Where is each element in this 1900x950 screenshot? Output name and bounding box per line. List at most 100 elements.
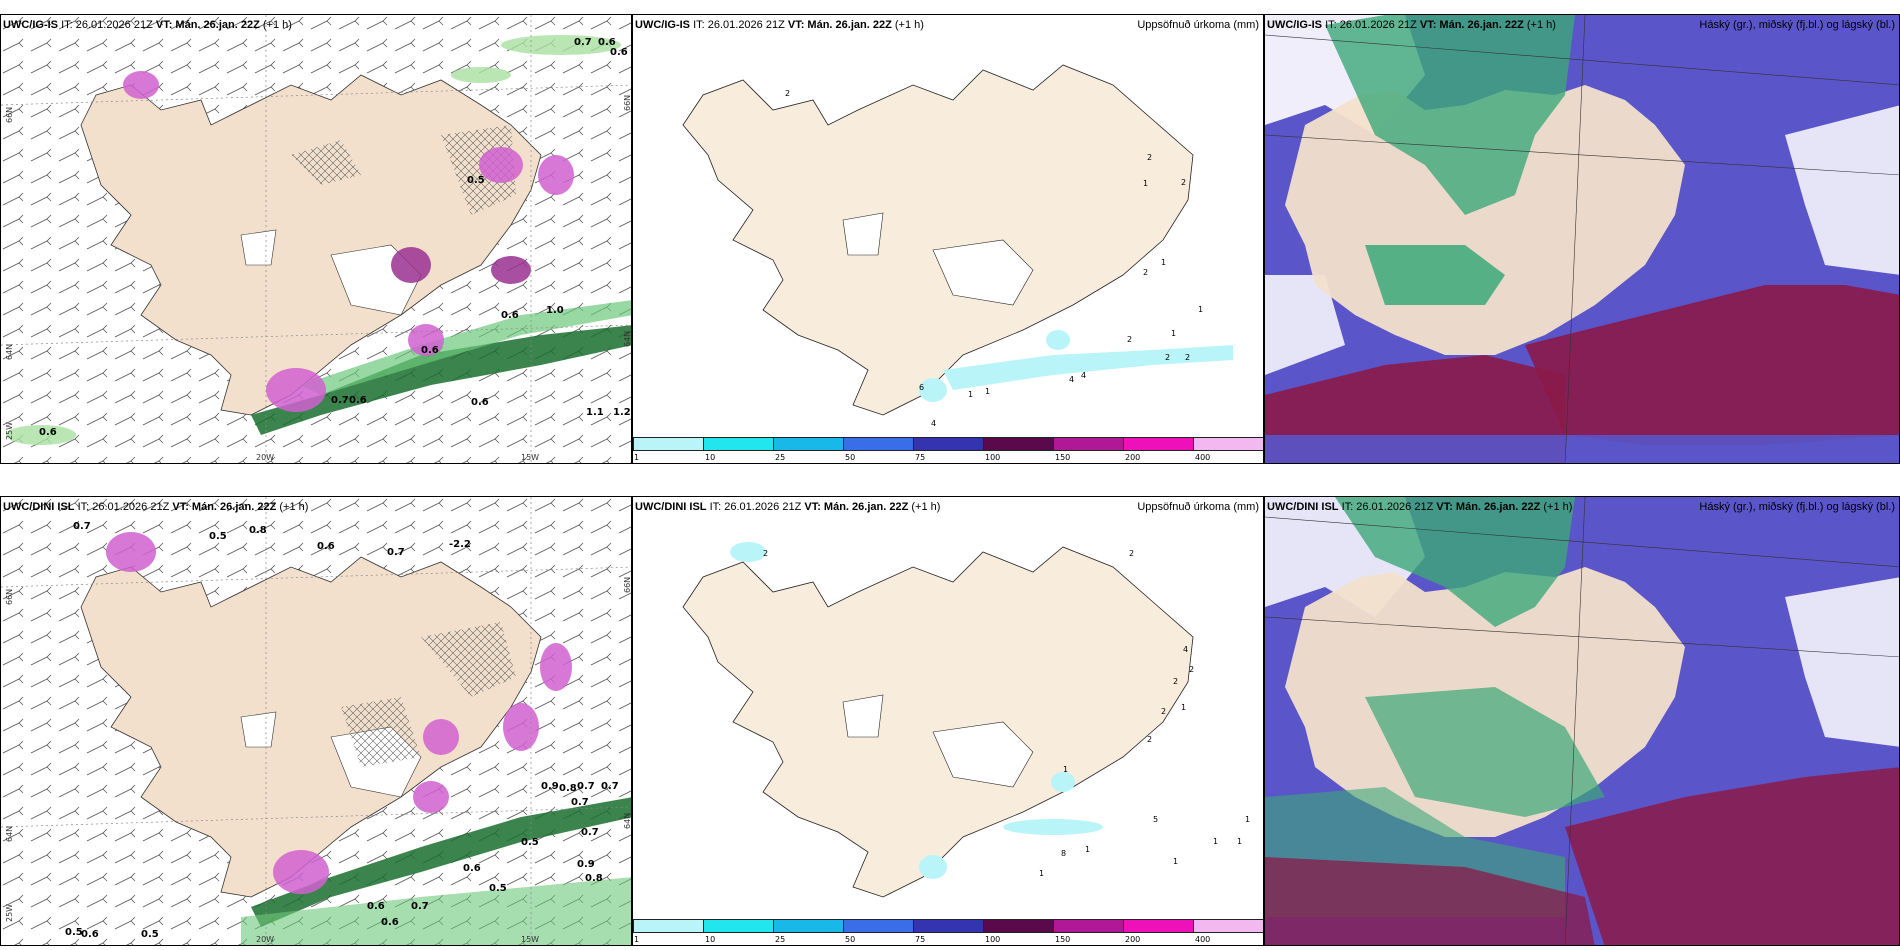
colorbar: 1 10 25 50 75 100 150 200 400: [633, 917, 1263, 945]
colorbar-tick: 25: [775, 935, 786, 944]
colorbar-tick: 100: [985, 453, 1001, 462]
colorbar-swatch: [773, 437, 844, 451]
wind-value: 0.9: [541, 781, 559, 792]
wind-value: 0.6: [471, 397, 489, 408]
colorbar-swatch: [843, 919, 914, 933]
lat-label: 64N: [623, 330, 632, 347]
wind-value: 0.5: [489, 883, 507, 894]
panel-subtitle: Háský (gr.), miðský (fj.bl.) og lágský (…: [1699, 19, 1895, 31]
colorbar-swatch: [1053, 919, 1124, 933]
precip-value: 2: [1129, 549, 1135, 558]
colorbar: 1 10 25 50 75 100 150 200 400: [633, 435, 1263, 463]
lon-label: 15W: [521, 453, 540, 462]
precip-value: 2: [1165, 353, 1171, 362]
precip-value: 1: [1181, 703, 1187, 712]
precip-value: 1: [1063, 765, 1069, 774]
colorbar-tick: 1: [634, 453, 640, 462]
precip-value: 2: [763, 549, 769, 558]
colorbar-swatch: [983, 437, 1054, 451]
colorbar-tick: 75: [915, 453, 926, 462]
precip-value: 1: [1173, 857, 1179, 866]
colorbar-tick: 50: [845, 453, 856, 462]
wind-value: 0.6: [501, 310, 519, 321]
colorbar-swatch: [1123, 919, 1194, 933]
colorbar-tick: 200: [1125, 453, 1141, 462]
precip-value: 6: [919, 383, 925, 392]
precip-map: [682, 542, 1194, 898]
precip-value: 2: [1189, 665, 1195, 674]
panel-title: UWC/DINI ISL IT: 26.01.2026 21Z VT: Mán.…: [635, 501, 941, 513]
cloud-map: [1265, 15, 1899, 463]
precip-value: 4: [1183, 645, 1189, 654]
colorbar-swatch: [1193, 919, 1263, 933]
wind-value: 0.7: [571, 797, 589, 808]
colorbar-tick: 50: [845, 935, 856, 944]
colorbar-swatch: [983, 919, 1054, 933]
colorbar-swatch: [913, 919, 984, 933]
colorbar-tick: 150: [1055, 453, 1071, 462]
wind-value: 0.5: [209, 531, 227, 542]
panel-top-cloud: UWC/IG-IS IT: 26.01.2026 21Z VT: Mán. 26…: [1264, 14, 1900, 464]
iceland-landmass: [80, 74, 542, 416]
panel-bottom-wind: UWC/DINI ISL IT: 26.01.2026 21Z VT: Mán.…: [0, 496, 632, 946]
precip-value: 4: [931, 419, 937, 428]
precip-value: 2: [1185, 353, 1191, 362]
colorbar-tick: 10: [705, 453, 716, 462]
panel-subtitle: Uppsöfnuð úrkoma (mm): [1137, 19, 1259, 31]
precip-value: 2: [1147, 153, 1153, 162]
lat-label: 66N: [623, 94, 632, 111]
wind-value: 0.6: [317, 541, 335, 552]
wind-value: 0.6: [610, 47, 628, 58]
lat-label: 64N: [623, 812, 632, 829]
precip-value: 2: [1143, 268, 1149, 277]
precip-value: 1: [1161, 258, 1167, 267]
panel-subtitle: Uppsöfnuð úrkoma (mm): [1137, 501, 1259, 513]
precip-value: 1: [1143, 179, 1149, 188]
precip-value: 1: [1039, 869, 1045, 878]
wind-value: 0.6: [598, 37, 616, 48]
colorbar-tick: 200: [1125, 935, 1141, 944]
precip-value: 2: [785, 89, 791, 98]
panel-bottom-cloud: UWC/DINI ISL IT: 26.01.2026 21Z VT: Mán.…: [1264, 496, 1900, 946]
wind-value: 0.6: [39, 427, 57, 438]
wind-value: 0.8: [249, 525, 267, 536]
colorbar-tick: 400: [1195, 453, 1211, 462]
wind-value: 0.7: [73, 521, 91, 532]
wind-value: 0.7: [581, 827, 599, 838]
wind-map: [1, 497, 631, 945]
precip-value: 8: [1061, 849, 1067, 858]
colorbar-swatch: [1053, 437, 1124, 451]
precip-value: 1: [1245, 815, 1251, 824]
colorbar-swatch: [843, 437, 914, 451]
precip-value: 1: [985, 387, 991, 396]
wind-value: 0.6: [81, 929, 99, 940]
precip-value: 4: [1069, 375, 1075, 384]
wind-map: [1, 15, 631, 463]
lon-label: 15W: [521, 935, 540, 944]
wind-value: 0.5: [141, 929, 159, 940]
colorbar-tick: 75: [915, 935, 926, 944]
wind-value: 0.6: [349, 395, 367, 406]
wind-value: 0.5: [65, 927, 83, 938]
lat-label: 25W: [5, 421, 14, 440]
lat-label: 66N: [623, 576, 632, 593]
lat-label: 25W: [5, 903, 14, 922]
colorbar-swatch: [633, 919, 704, 933]
lon-label: 20W: [256, 453, 275, 462]
panel-title: UWC/DINI ISL IT: 26.01.2026 21Z VT: Mán.…: [3, 501, 309, 513]
wind-value: 0.7: [601, 781, 619, 792]
panel-top-precip: UWC/IG-IS IT: 26.01.2026 21Z VT: Mán. 26…: [632, 14, 1264, 464]
wind-value: 1.0: [546, 305, 564, 316]
colorbar-swatch: [1123, 437, 1194, 451]
precip-value: 5: [1153, 815, 1159, 824]
precip-value: 1: [1213, 837, 1219, 846]
wind-value: 0.5: [467, 175, 485, 186]
panel-title: UWC/IG-IS IT: 26.01.2026 21Z VT: Mán. 26…: [635, 19, 924, 31]
wind-value: 0.7: [574, 37, 592, 48]
panel-subtitle: Háský (gr.), miðský (fj.bl.) og lágský (…: [1699, 501, 1895, 513]
colorbar-swatch: [633, 437, 704, 451]
colorbar-swatch: [703, 919, 774, 933]
wind-value: 0.7: [577, 781, 595, 792]
precip-value: 2: [1161, 707, 1167, 716]
colorbar-swatch: [913, 437, 984, 451]
